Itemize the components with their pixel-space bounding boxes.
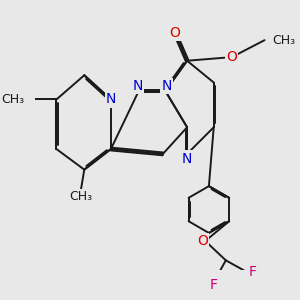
- Text: F: F: [210, 278, 218, 292]
- Text: CH₃: CH₃: [1, 93, 24, 106]
- Text: F: F: [249, 266, 257, 279]
- Text: N: N: [161, 79, 172, 93]
- Text: N: N: [106, 92, 116, 106]
- Text: O: O: [169, 26, 181, 40]
- Text: CH₃: CH₃: [272, 34, 296, 47]
- Text: O: O: [226, 50, 237, 64]
- Text: O: O: [197, 234, 208, 248]
- Text: N: N: [182, 152, 192, 166]
- Text: CH₃: CH₃: [69, 190, 92, 203]
- Text: N: N: [132, 79, 142, 93]
